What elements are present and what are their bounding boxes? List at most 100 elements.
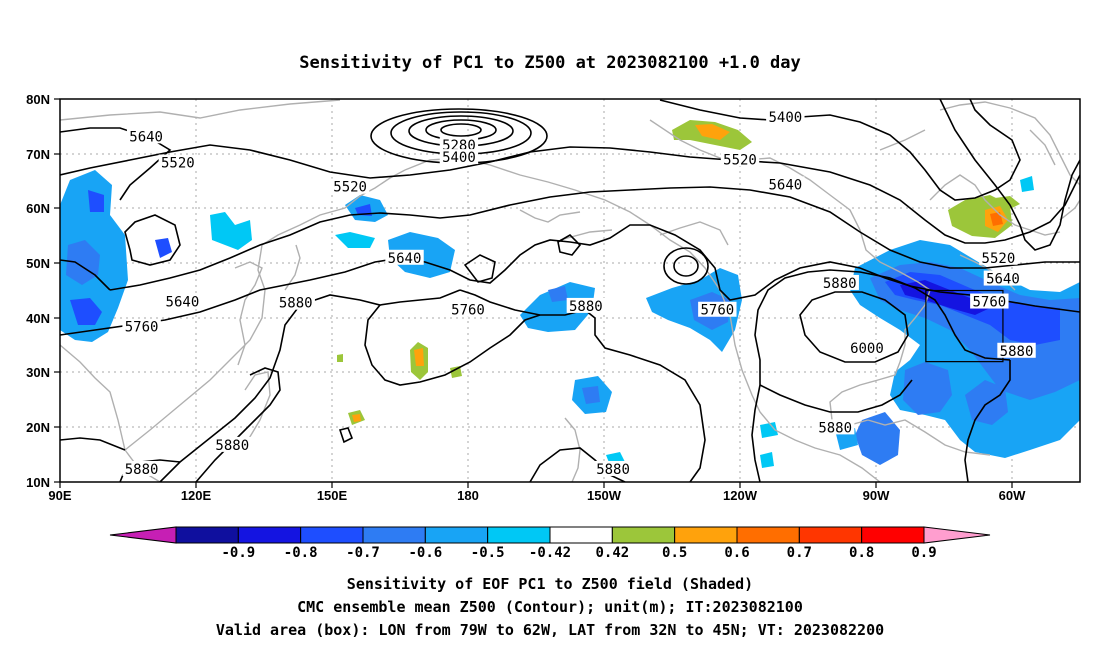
shade-region (414, 348, 424, 366)
contour-label-bg (126, 128, 166, 144)
lon-label: 150W (587, 488, 622, 503)
shade-region (352, 414, 361, 422)
contour-label: 5880 (569, 299, 603, 315)
colorbar-tick-label: 0.42 (595, 545, 629, 561)
contour-label-bg (439, 137, 479, 153)
contour-line (751, 269, 1011, 482)
shade-region (903, 362, 952, 415)
contour-label-bg (213, 436, 252, 452)
shade-region (582, 386, 600, 404)
contour-line (60, 127, 172, 201)
contour-label: 5880 (596, 462, 630, 478)
shade-region (88, 190, 104, 212)
contour-label-bg (766, 176, 805, 192)
shade-region (520, 282, 595, 332)
contour-label: 5640 (768, 177, 802, 193)
shade-region (70, 298, 102, 325)
contour-label-bg (997, 342, 1036, 358)
shade-region (337, 354, 343, 362)
valid-area-box (925, 289, 1004, 363)
shade-region (450, 366, 462, 378)
contour-line (939, 99, 1080, 251)
contour-label: 6000 (850, 341, 884, 357)
contour-label-bg (439, 149, 479, 165)
colorbar-swatch (237, 526, 302, 544)
contour-line (673, 255, 699, 277)
plot-frame (59, 98, 1081, 483)
shade-region (855, 412, 900, 465)
longitude-labels: 90E 120E 150E 180 150W 120W 90W 60W (48, 488, 1026, 503)
shade-region (155, 238, 172, 258)
colorbar-swatch (300, 526, 364, 544)
lat-label: 10N (26, 475, 50, 490)
shade-region (335, 232, 375, 248)
colorbar: -0.9 -0.8 -0.7 -0.6 -0.5 -0.42 0.42 0.5 0.6 0.7 0.… (109, 526, 991, 561)
contour-label-bg (276, 294, 315, 310)
contour-line (459, 289, 706, 482)
lon-label: 60W (999, 488, 1026, 503)
contour-label-bg (163, 293, 202, 309)
contour-label: 5880 (125, 462, 159, 478)
contour-label-bg (385, 249, 424, 265)
chart-title: Sensitivity of PC1 to Z500 at 2023082100… (299, 53, 801, 73)
contour-label: 5640 (166, 295, 200, 311)
contour-label-bg (122, 460, 161, 476)
contour-label: 5880 (279, 296, 313, 312)
colorbar-tick-label: 0.5 (662, 545, 687, 561)
colorbar-tick-label: 0.8 (849, 545, 874, 561)
colorbar-tick-label: -0.9 (221, 545, 255, 561)
contour-label-bg (122, 318, 161, 334)
contour-line (964, 360, 1011, 482)
contour-label-bg (330, 178, 370, 194)
colorbar-max-arrow (923, 526, 991, 544)
contour-label-bg (847, 340, 887, 356)
colorbar-tick-label: -0.5 (471, 545, 505, 561)
contour-label-bg (448, 301, 488, 317)
contour-label-bg (698, 301, 737, 317)
contour-label: 5640 (388, 251, 422, 267)
lon-label: 120W (723, 488, 758, 503)
axis-ticks (54, 98, 1013, 488)
contour-label-bg (593, 460, 633, 476)
latitude-labels: 80N 70N 60N 50N 40N 30N 20N 10N (26, 92, 50, 490)
contour-label-bg (816, 419, 855, 435)
contour-line (60, 144, 1080, 244)
contour-line (60, 259, 111, 291)
colorbar-swatch (611, 526, 676, 544)
lon-label: 150E (317, 488, 348, 503)
contour-line (60, 224, 1080, 336)
caption-line-1: Sensitivity of EOF PC1 to Z500 field (Sh… (347, 575, 753, 593)
lat-label: 80N (26, 92, 50, 107)
colorbar-swatch (175, 526, 239, 544)
contour-line (364, 304, 541, 386)
contour-line (338, 427, 354, 444)
colorbar-swatch (362, 526, 426, 544)
shade-region (695, 124, 730, 140)
shade-region (66, 240, 100, 285)
lat-label: 30N (26, 365, 50, 380)
colorbar-min-arrow (109, 526, 177, 544)
contour-label: 5880 (823, 276, 857, 292)
contour-label: 5640 (129, 129, 163, 145)
colorbar-swatch (549, 526, 613, 544)
colorbar-tick-label: -0.42 (529, 545, 571, 561)
colorbar-tick-label: 0.9 (911, 545, 936, 561)
colorbar-tick-label: 0.7 (787, 545, 812, 561)
shade-region (548, 286, 568, 302)
shade-region (1020, 176, 1034, 192)
contour-line (440, 123, 482, 137)
lon-label: 180 (457, 488, 479, 503)
lat-label: 60N (26, 201, 50, 216)
contour-label-bg (566, 297, 606, 313)
caption-line-2: CMC ensemble mean Z500 (Contour); unit(m… (297, 598, 803, 616)
lat-label: 20N (26, 420, 50, 435)
contour-line (60, 437, 126, 451)
contour-line (463, 254, 496, 283)
contour-label-bg (970, 293, 1009, 309)
lat-label: 40N (26, 311, 50, 326)
contour-label: 5760 (972, 295, 1006, 311)
contour-line (759, 379, 913, 413)
colorbar-swatch (861, 526, 925, 544)
shade-region (210, 212, 252, 250)
